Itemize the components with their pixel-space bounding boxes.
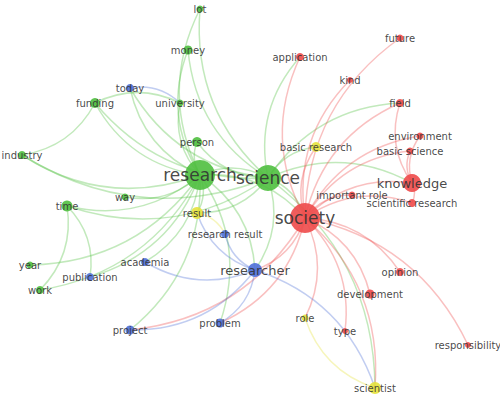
svg-text:research result: research result bbox=[188, 229, 263, 240]
svg-text:person: person bbox=[180, 137, 214, 148]
svg-text:problem: problem bbox=[199, 318, 240, 329]
svg-text:money: money bbox=[171, 45, 205, 56]
svg-text:development: development bbox=[337, 289, 403, 300]
svg-text:project: project bbox=[113, 325, 148, 336]
svg-text:application: application bbox=[272, 52, 327, 63]
svg-text:future: future bbox=[385, 33, 415, 44]
svg-text:basic science: basic science bbox=[377, 146, 444, 157]
svg-text:publication: publication bbox=[62, 272, 117, 283]
svg-text:result: result bbox=[183, 208, 211, 219]
svg-text:type: type bbox=[334, 326, 356, 337]
svg-text:basic research: basic research bbox=[280, 142, 352, 153]
svg-text:university: university bbox=[155, 98, 205, 109]
svg-text:society: society bbox=[275, 208, 336, 228]
svg-text:research: research bbox=[163, 165, 237, 185]
svg-text:way: way bbox=[115, 192, 135, 203]
svg-text:knowledge: knowledge bbox=[377, 176, 447, 191]
svg-text:role: role bbox=[296, 313, 315, 324]
svg-text:opinion: opinion bbox=[382, 267, 419, 278]
svg-text:field: field bbox=[389, 98, 411, 109]
svg-text:kind: kind bbox=[339, 75, 360, 86]
svg-text:year: year bbox=[19, 260, 42, 271]
svg-text:time: time bbox=[56, 201, 79, 212]
svg-text:researcher: researcher bbox=[220, 263, 290, 278]
svg-text:lot: lot bbox=[194, 4, 207, 15]
svg-text:scientist: scientist bbox=[354, 383, 396, 394]
svg-text:important role: important role bbox=[316, 189, 388, 201]
svg-text:science: science bbox=[236, 168, 300, 188]
svg-text:scientific research: scientific research bbox=[367, 198, 458, 209]
svg-text:funding: funding bbox=[76, 98, 114, 109]
svg-text:environment: environment bbox=[388, 131, 452, 142]
svg-text:industry: industry bbox=[2, 150, 43, 161]
svg-text:work: work bbox=[28, 285, 52, 296]
svg-text:academia: academia bbox=[121, 257, 170, 268]
svg-text:responsibility: responsibility bbox=[435, 340, 500, 351]
svg-text:today: today bbox=[116, 83, 145, 94]
